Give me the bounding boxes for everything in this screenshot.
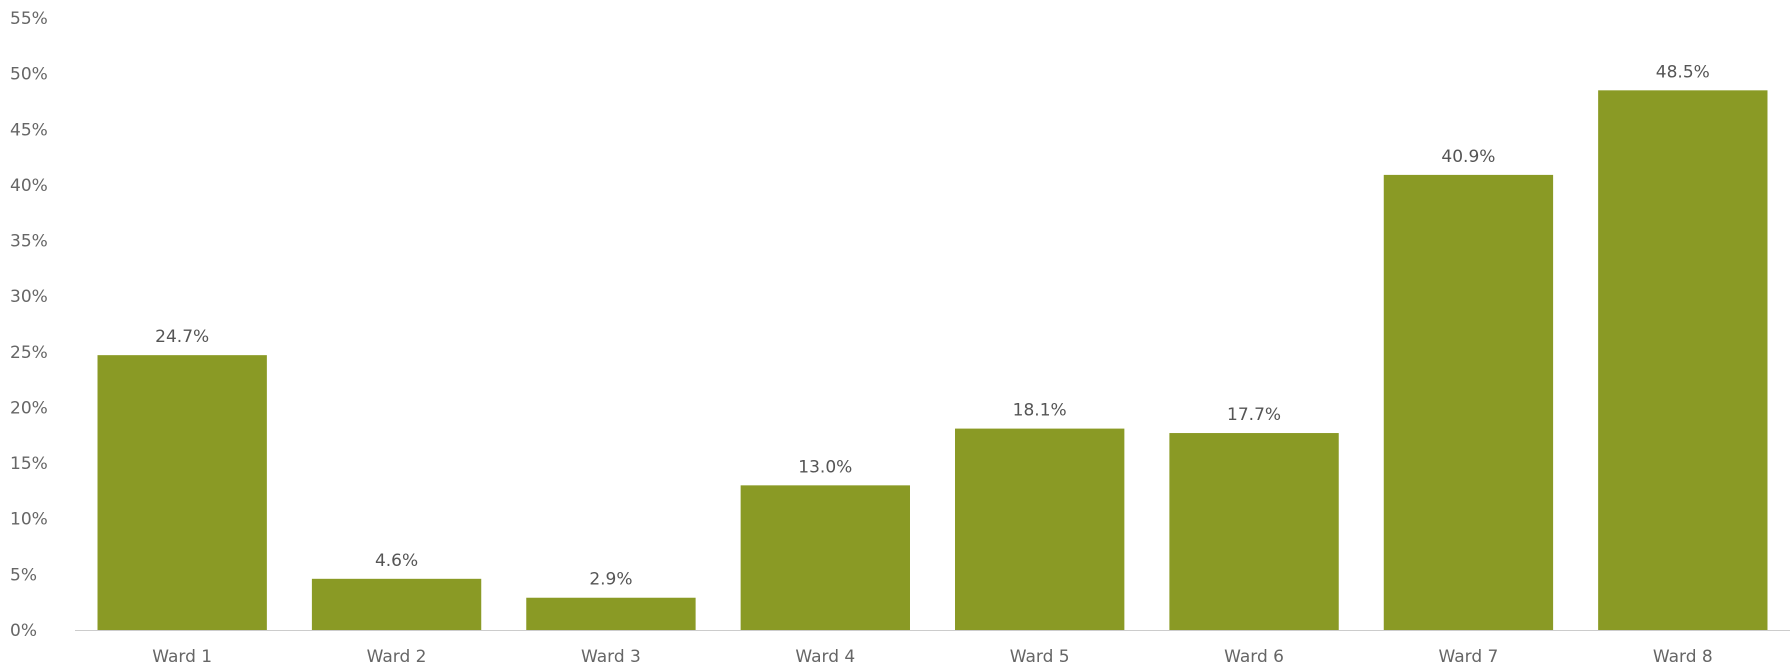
x-tick-label: Ward 7 (1439, 647, 1499, 667)
bar (311, 578, 482, 630)
y-tick-label: 30% (10, 287, 48, 307)
y-tick-label: 5% (10, 565, 37, 585)
bar (955, 428, 1125, 630)
x-tick-label: Ward 5 (1010, 647, 1070, 667)
x-axis: Ward 1 Ward 2 Ward 3 Ward 4 Ward 5 Ward 6 Ward… (75, 630, 1790, 667)
x-tick-label: Ward 8 (1653, 647, 1713, 667)
y-axis: 0% 5% 10% 15% 20% 25% 30% 35% 40% 45% 50% 55% (10, 9, 48, 641)
data-label: 18.1% (1013, 401, 1067, 421)
bar (1598, 90, 1768, 630)
bar (97, 355, 267, 630)
x-tick-label: Ward 3 (581, 647, 641, 667)
data-label: 17.7% (1227, 405, 1281, 425)
bar (1383, 174, 1554, 631)
x-tick-label: Ward 2 (367, 647, 427, 667)
data-label: 48.5% (1656, 62, 1710, 82)
bar (526, 597, 696, 630)
x-tick-label: Ward 6 (1224, 647, 1284, 667)
data-label: 13.0% (798, 457, 852, 477)
data-labels: 24.7% 4.6% 2.9% 13.0% 18.1% 17.7% 40.9% 48.5% (155, 62, 1710, 589)
y-tick-label: 15% (10, 454, 48, 474)
y-tick-label: 55% (10, 9, 48, 29)
y-tick-label: 20% (10, 398, 48, 418)
bars (97, 90, 1768, 631)
data-label: 24.7% (155, 327, 209, 347)
y-tick-label: 0% (10, 621, 37, 641)
bar (740, 485, 910, 630)
x-tick-label: Ward 1 (152, 647, 212, 667)
y-tick-label: 35% (10, 232, 48, 252)
data-label: 4.6% (375, 551, 418, 571)
y-tick-label: 10% (10, 510, 48, 530)
data-label: 40.9% (1441, 147, 1495, 167)
y-tick-label: 40% (10, 176, 48, 196)
y-tick-label: 50% (10, 65, 48, 85)
bar (1169, 433, 1339, 630)
y-tick-label: 25% (10, 343, 48, 363)
y-tick-label: 45% (10, 120, 48, 140)
x-tick-label: Ward 4 (795, 647, 855, 667)
data-label: 2.9% (589, 570, 632, 590)
